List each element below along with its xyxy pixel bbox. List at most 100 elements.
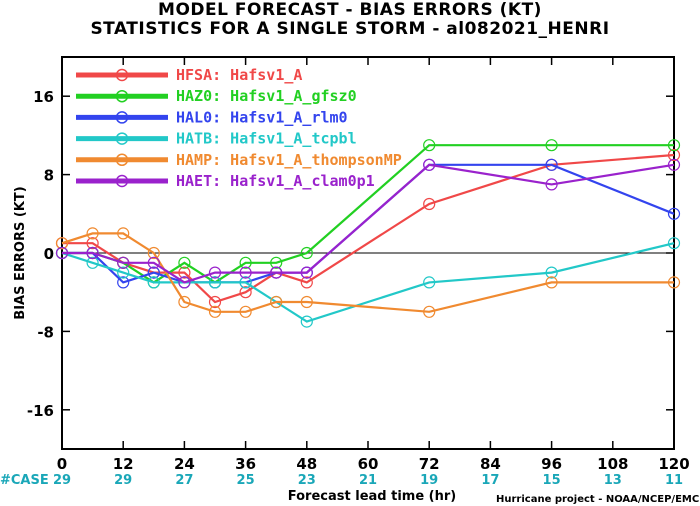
data-point <box>545 139 558 152</box>
legend-marker <box>115 89 129 103</box>
x-tick-label: 12 <box>113 455 134 473</box>
data-point <box>147 276 160 289</box>
case-count: 21 <box>359 473 377 488</box>
x-tick-label: 72 <box>419 455 440 473</box>
case-label: #CASE <box>0 473 49 488</box>
case-count: 25 <box>237 473 255 488</box>
data-point <box>239 266 252 279</box>
data-point <box>423 276 436 289</box>
legend-entry: HAZ0: Hafsv1_A_gfsz0 <box>76 87 357 105</box>
x-axis-label: Forecast lead time (hr) <box>288 489 456 504</box>
case-count: 13 <box>604 473 622 488</box>
x-tick-label: 60 <box>358 455 379 473</box>
series-3 <box>55 237 681 328</box>
data-point <box>300 315 313 328</box>
legend-entry: HFSA: Hafsv1_A <box>76 66 302 84</box>
data-point <box>270 256 283 269</box>
data-point <box>270 295 283 309</box>
legend-entry: HATB: Hafsv1_A_tcpbl <box>76 130 357 148</box>
chart-title-line2: STATISTICS FOR A SINGLE STORM - al082021… <box>90 19 610 39</box>
x-tick-label: 48 <box>296 455 317 473</box>
legend-marker <box>115 153 129 167</box>
series-5 <box>55 158 681 289</box>
legend-label: HAET: Hafsv1_A_clam0p1 <box>176 172 375 190</box>
y-axis-label: BIAS ERRORS (KT) <box>13 186 28 319</box>
data-point <box>667 158 681 171</box>
y-tick-label: -8 <box>37 323 54 341</box>
data-point <box>545 178 558 191</box>
data-point <box>423 305 436 318</box>
data-point <box>270 266 283 279</box>
x-tick-label: 120 <box>658 455 689 473</box>
legend-label: HAZ0: Hafsv1_A_gfsz0 <box>176 87 357 105</box>
data-point <box>86 237 99 250</box>
data-point <box>545 158 558 171</box>
x-tick-label: 24 <box>174 455 195 473</box>
case-count: 17 <box>481 473 499 488</box>
data-point <box>300 276 313 289</box>
data-point <box>208 295 222 309</box>
credit-text: Hurricane project - NOAA/NCEP/EMC <box>496 494 699 505</box>
data-point <box>147 256 160 269</box>
data-point <box>178 256 191 269</box>
data-point <box>300 246 313 260</box>
data-point <box>147 266 160 279</box>
legend-label: HAMP: Hafsv1_A_thompsonMP <box>176 151 402 169</box>
data-point <box>239 286 252 299</box>
case-count: 19 <box>420 473 438 488</box>
x-tick-label: 0 <box>57 455 67 473</box>
legend-entry: HAET: Hafsv1_A_clam0p1 <box>76 172 375 190</box>
legend-label: HATB: Hafsv1_A_tcpbl <box>176 130 357 148</box>
data-point <box>86 227 99 240</box>
data-point <box>667 139 681 152</box>
data-point <box>545 266 558 279</box>
legend-marker <box>115 132 129 145</box>
x-tick-label: 36 <box>235 455 256 473</box>
data-point <box>208 276 222 289</box>
data-point <box>117 256 130 269</box>
x-tick-label: 108 <box>597 455 628 473</box>
legend-label: HAL0: Hafsv1_A_rlm0 <box>176 108 348 126</box>
data-point <box>117 266 130 279</box>
y-tick-label: 0 <box>44 245 54 263</box>
data-point <box>423 139 436 152</box>
data-point <box>545 276 558 289</box>
chart-title-line1: MODEL FORECAST - BIAS ERRORS (KT) <box>158 0 542 20</box>
data-point <box>208 305 222 318</box>
data-point <box>667 207 681 220</box>
data-point <box>239 276 252 289</box>
data-point <box>423 197 436 211</box>
data-point <box>178 276 191 289</box>
x-tick-label: 84 <box>480 455 501 473</box>
data-point <box>239 305 252 318</box>
data-point <box>86 256 99 269</box>
data-point <box>300 295 313 309</box>
case-count: 15 <box>543 473 561 488</box>
data-point <box>117 276 130 289</box>
series-4 <box>55 227 681 318</box>
case-count: 29 <box>53 473 71 488</box>
data-point <box>178 295 191 309</box>
case-count: 27 <box>175 473 193 488</box>
legend-marker <box>115 68 129 82</box>
legend-marker <box>115 111 129 124</box>
data-point <box>239 256 252 269</box>
data-point <box>667 148 681 162</box>
data-point <box>300 266 313 279</box>
case-count: 11 <box>665 473 683 488</box>
y-tick-label: 16 <box>33 88 54 106</box>
y-tick-label: 8 <box>44 167 54 185</box>
data-point <box>55 237 69 250</box>
data-point <box>86 246 99 260</box>
data-point <box>667 237 681 250</box>
data-point <box>117 227 130 240</box>
y-tick-label: -16 <box>27 402 54 420</box>
data-point <box>55 246 69 260</box>
legend-marker <box>115 174 129 188</box>
data-point <box>147 246 160 260</box>
data-point <box>208 266 222 279</box>
case-count: 29 <box>114 473 132 488</box>
legend-entry: HAL0: Hafsv1_A_rlm0 <box>76 108 348 126</box>
data-point <box>178 266 191 279</box>
